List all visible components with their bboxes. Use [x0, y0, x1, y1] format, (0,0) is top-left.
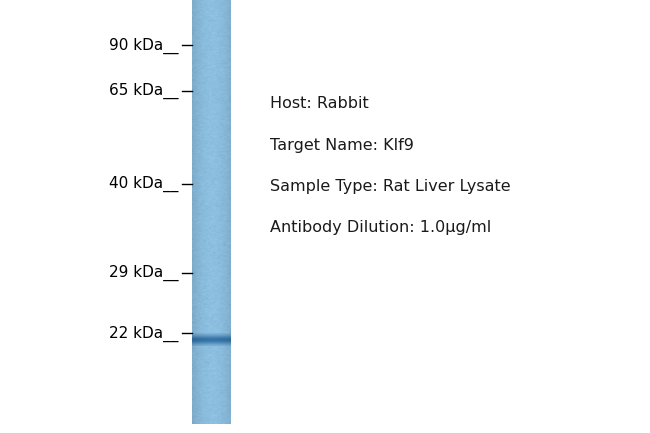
Text: Antibody Dilution: 1.0µg/ml: Antibody Dilution: 1.0µg/ml [270, 220, 491, 235]
Text: 90 kDa__: 90 kDa__ [109, 37, 179, 54]
Text: 40 kDa__: 40 kDa__ [109, 176, 179, 192]
Text: Target Name: Klf9: Target Name: Klf9 [270, 138, 413, 152]
Text: 65 kDa__: 65 kDa__ [109, 83, 179, 99]
Text: 29 kDa__: 29 kDa__ [109, 265, 179, 281]
Text: Host: Rabbit: Host: Rabbit [270, 97, 369, 111]
Text: 22 kDa__: 22 kDa__ [109, 325, 179, 342]
Text: Sample Type: Rat Liver Lysate: Sample Type: Rat Liver Lysate [270, 179, 510, 194]
